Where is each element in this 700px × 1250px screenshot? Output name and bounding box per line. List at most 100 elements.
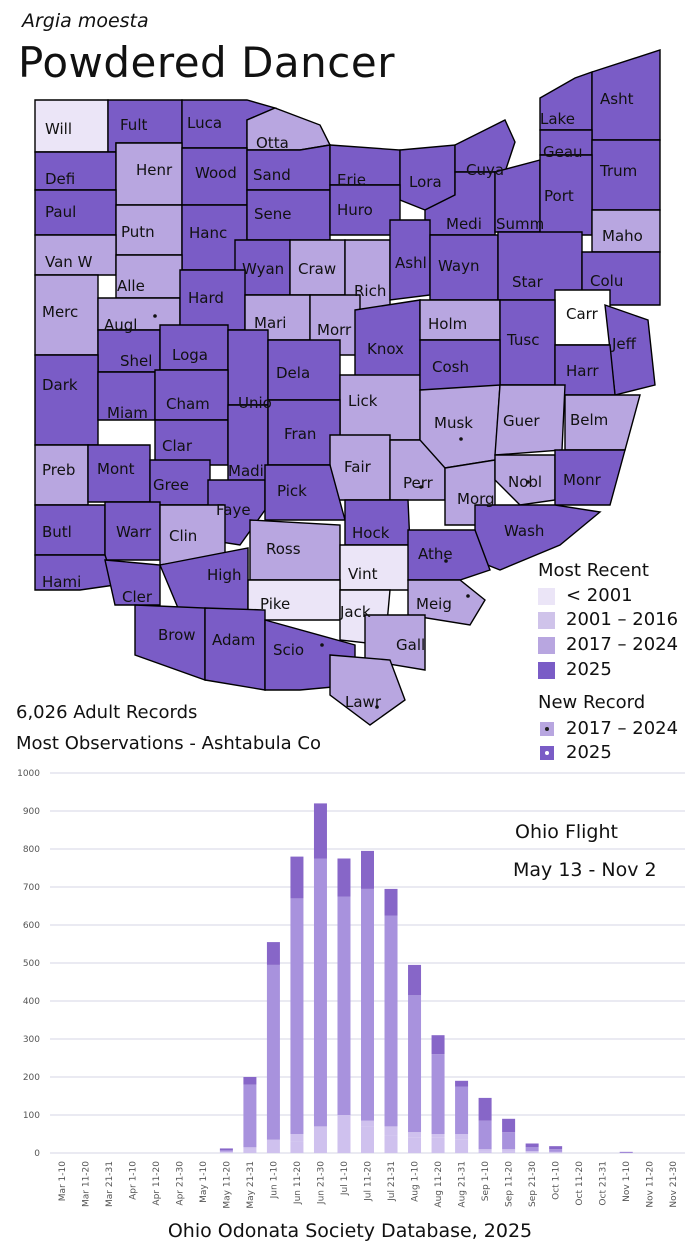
county-label-van-w: Van W [45, 253, 93, 271]
bar-segment-2025-24 [619, 1151, 633, 1153]
bar-segment-recent-18 [478, 1149, 492, 1152]
x-tick-label: Nov 21-30 [669, 1161, 679, 1208]
county-label-lawr: Lawr [345, 693, 382, 711]
county-label-pick: Pick [277, 482, 307, 500]
new-record-dot-musk [459, 437, 463, 441]
county-label-craw: Craw [298, 260, 336, 278]
x-tick-label: Aug 1-10 [411, 1161, 421, 1202]
y-tick-label: 900 [23, 807, 40, 817]
x-tick-label: Sep 21-30 [528, 1161, 538, 1207]
county-label-port: Port [544, 187, 574, 205]
county-label-madi: Madi [228, 462, 264, 480]
bar-segment-earlier-17 [455, 1139, 469, 1153]
legend-most-recent-title: Most Recent [538, 560, 649, 581]
legend-swatch-2001-2016 [538, 612, 555, 629]
county-label-summ: Summ [496, 215, 544, 233]
county-label-athe: Athe [418, 545, 453, 563]
county-label-guer: Guer [503, 412, 540, 430]
county-label-hami: Hami [42, 573, 81, 591]
new-record-dot-athe [444, 559, 448, 563]
legend-new-label-2025: 2025 [566, 742, 612, 763]
county-label-paul: Paul [45, 203, 76, 221]
bar-segment-earlier-10 [290, 1141, 304, 1153]
x-tick-label: Apr 21-30 [175, 1161, 185, 1206]
bar-segment-2017-2024-12 [337, 896, 351, 1115]
county-label-belm: Belm [570, 411, 608, 429]
county-label-colu: Colu [590, 272, 623, 290]
bar-segment-earlier-15 [408, 1137, 422, 1153]
x-tick-label: May 1-10 [199, 1161, 209, 1203]
bar-segment-2025-7 [219, 1148, 233, 1151]
bar-segment-2025-9 [266, 942, 280, 965]
x-tick-label: Jun 11-20 [293, 1161, 303, 1205]
bar-segment-2025-10 [290, 856, 304, 899]
x-tick-label: Apr 11-20 [152, 1161, 162, 1206]
y-tick-label: 1000 [17, 769, 40, 779]
new-record-dot-nobl [526, 480, 530, 484]
county-label-holm: Holm [428, 315, 467, 333]
county-cler [104, 559, 161, 606]
bar-segment-earlier-9 [266, 1143, 280, 1153]
bar-segment-earlier-21 [549, 1152, 563, 1154]
county-label-unio: Unio [238, 394, 272, 412]
bar-segment-recent-17 [455, 1134, 469, 1140]
y-tick-label: 300 [23, 1035, 40, 1045]
x-tick-label: Jul 21-31 [387, 1161, 397, 1202]
county-label-scio: Scio [273, 641, 304, 659]
county-label-augl: Augl [104, 316, 137, 334]
x-tick-label: Jun 21-30 [316, 1161, 326, 1205]
bar-segment-recent-8 [243, 1147, 257, 1150]
county-label-faye: Faye [216, 501, 251, 519]
county-label-dela: Dela [276, 364, 310, 382]
bar-segment-earlier-14 [384, 1135, 398, 1153]
bar-segment-2025-20 [525, 1143, 539, 1148]
bar-segment-2017-2024-8 [243, 1084, 257, 1148]
x-tick-label: Nov 1-10 [622, 1161, 632, 1202]
bar-segment-2017-2024-18 [478, 1120, 492, 1150]
county-label-cosh: Cosh [432, 358, 469, 376]
x-tick-label: May 11-20 [222, 1161, 232, 1209]
bar-segment-2025-14 [384, 888, 398, 916]
bar-segment-earlier-13 [361, 1126, 374, 1153]
y-tick-label: 800 [23, 845, 40, 855]
county-label-fran: Fran [284, 425, 316, 443]
county-label-jack: Jack [339, 603, 371, 621]
county-label-dark: Dark [42, 376, 78, 394]
bar-segment-recent-12 [337, 1115, 351, 1125]
county-monr [554, 449, 626, 506]
county-label-lick: Lick [348, 392, 378, 410]
legend-label-2025: 2025 [566, 659, 612, 680]
x-tick-label: Oct 21-31 [599, 1161, 609, 1206]
bar-segment-recent-7 [219, 1151, 233, 1153]
county-label-hanc: Hanc [189, 224, 227, 242]
legend-new-swatch-2025 [540, 746, 554, 760]
scientific-name: Argia moesta [22, 10, 149, 32]
bar-segment-2017-2024-19 [502, 1132, 516, 1150]
county-label-star: Star [512, 273, 544, 291]
bar-segment-earlier-12 [337, 1124, 351, 1153]
county-label-clin: Clin [169, 527, 197, 545]
bar-segment-2017-2024-16 [431, 1054, 445, 1134]
county-label-butl: Butl [42, 523, 72, 541]
bar-segment-2025-17 [455, 1080, 469, 1087]
legend-label-lt2001: < 2001 [566, 585, 633, 606]
new-record-dot-meig [466, 594, 470, 598]
bar-segment-earlier-20 [525, 1152, 539, 1153]
county-gall [364, 614, 426, 671]
bar-segment-2017-2024-21 [549, 1149, 563, 1152]
county-label-mont: Mont [97, 460, 135, 478]
county-label-wash: Wash [504, 522, 544, 540]
bar-segment-earlier-11 [313, 1134, 327, 1153]
county-label-mari: Mari [254, 314, 286, 332]
new-record-dot-perr [419, 485, 423, 489]
county-label-gall: Gall [396, 636, 425, 654]
bar-segment-2025-16 [431, 1035, 445, 1055]
x-tick-label: Sep 1-10 [481, 1161, 491, 1202]
county-label-shel: Shel [120, 352, 152, 370]
county-label-cham: Cham [166, 395, 210, 413]
county-label-carr: Carr [566, 305, 599, 323]
bar-segment-recent-16 [431, 1134, 445, 1138]
county-label-cler: Cler [122, 588, 153, 606]
y-tick-label: 400 [23, 997, 40, 1007]
bar-segment-2025-19 [502, 1118, 516, 1133]
